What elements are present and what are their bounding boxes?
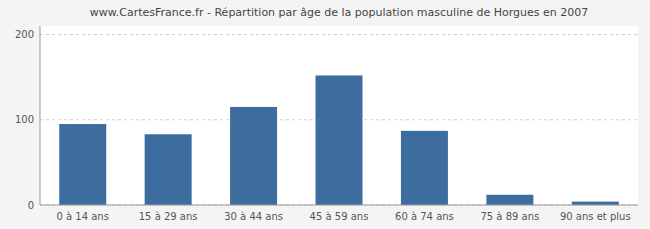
grid-line: [40, 205, 638, 206]
x-tick-label: 0 à 14 ans: [56, 211, 108, 222]
chart: 0 100 200 0 à 14 ans 15 à 29 ans 30 à 44 ans 4…: [0, 0, 650, 229]
y-tick-label: 0: [28, 200, 34, 211]
x-axis-line: [40, 205, 638, 206]
y-tick-label: 200: [15, 29, 34, 40]
x-tick-label: 45 à 59 ans: [310, 211, 369, 222]
bars: [59, 75, 619, 205]
x-tick-label: 30 à 44 ans: [224, 211, 283, 222]
grid: [40, 35, 638, 205]
x-tick-label: 60 à 74 ans: [395, 211, 454, 222]
title: www.CartesFrance.fr - Répartition par âg…: [90, 6, 588, 19]
bar: [486, 195, 533, 205]
bar: [316, 75, 363, 205]
chart-container: 0 100 200 0 à 14 ans 15 à 29 ans 30 à 44 ans 4…: [0, 0, 650, 229]
bar: [59, 124, 106, 205]
y-axis-line: [40, 26, 41, 205]
x-tick-label: 15 à 29 ans: [139, 211, 198, 222]
x-tick-label: 75 à 89 ans: [480, 211, 539, 222]
bar: [145, 134, 192, 205]
bar: [401, 131, 448, 205]
bar: [572, 202, 619, 205]
plot-background: [40, 26, 638, 205]
x-tick-label: 90 ans et plus: [560, 211, 631, 222]
y-tick-label: 100: [15, 114, 34, 125]
bar: [230, 107, 277, 205]
grid-line: [40, 34, 638, 35]
